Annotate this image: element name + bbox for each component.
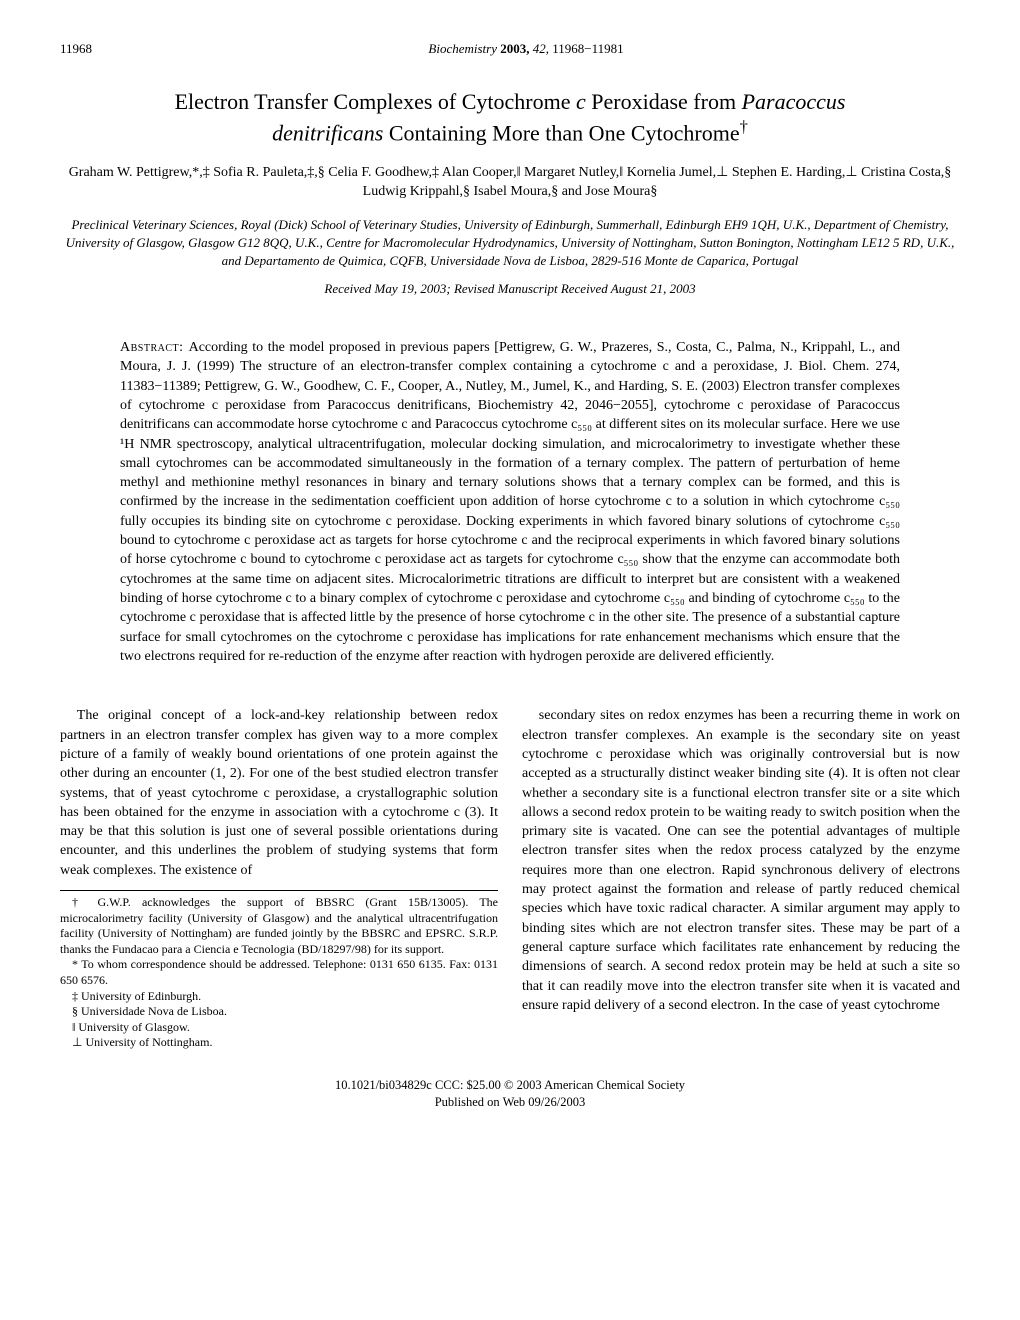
abstract-label: Abstract:	[120, 340, 189, 355]
footnote-affil-nottingham: ⊥ University of Nottingham.	[60, 1035, 498, 1051]
abstract: Abstract: According to the model propose…	[120, 338, 900, 666]
footnote-affil-edinburgh: ‡ University of Edinburgh.	[60, 989, 498, 1005]
journal-reference: Biochemistry 2003, 42, 11968−11981	[60, 40, 960, 58]
footnote-affil-lisboa: § Universidade Nova de Lisboa.	[60, 1004, 498, 1020]
page-footer: 10.1021/bi034829c CCC: $25.00 © 2003 Ame…	[60, 1077, 960, 1111]
page-number: 11968	[60, 40, 92, 58]
body-paragraph: secondary sites on redox enzymes has bee…	[522, 706, 960, 1015]
running-header: 11968 Biochemistry 2003, 42, 11968−11981	[60, 40, 960, 58]
affiliations: Preclinical Veterinary Sciences, Royal (…	[60, 216, 960, 271]
footnote-correspondence: * To whom correspondence should be addre…	[60, 957, 498, 988]
footnote-affil-glasgow: ‖ University of Glasgow.	[60, 1020, 498, 1036]
received-dates: Received May 19, 2003; Revised Manuscrip…	[60, 280, 960, 298]
pub-date: Published on Web 09/26/2003	[435, 1095, 586, 1109]
footnote-funding: † G.W.P. acknowledges the support of BBS…	[60, 895, 498, 957]
body-text: The original concept of a lock-and-key r…	[60, 706, 960, 1051]
abstract-text: According to the model proposed in previ…	[120, 340, 900, 664]
author-list: Graham W. Pettigrew,*,‡ Sofia R. Pauleta…	[60, 164, 960, 202]
article-title: Electron Transfer Complexes of Cytochrom…	[60, 88, 960, 149]
footnotes: † G.W.P. acknowledges the support of BBS…	[60, 890, 498, 1051]
doi-line: 10.1021/bi034829c CCC: $25.00 © 2003 Ame…	[335, 1078, 685, 1092]
body-paragraph: The original concept of a lock-and-key r…	[60, 706, 498, 880]
